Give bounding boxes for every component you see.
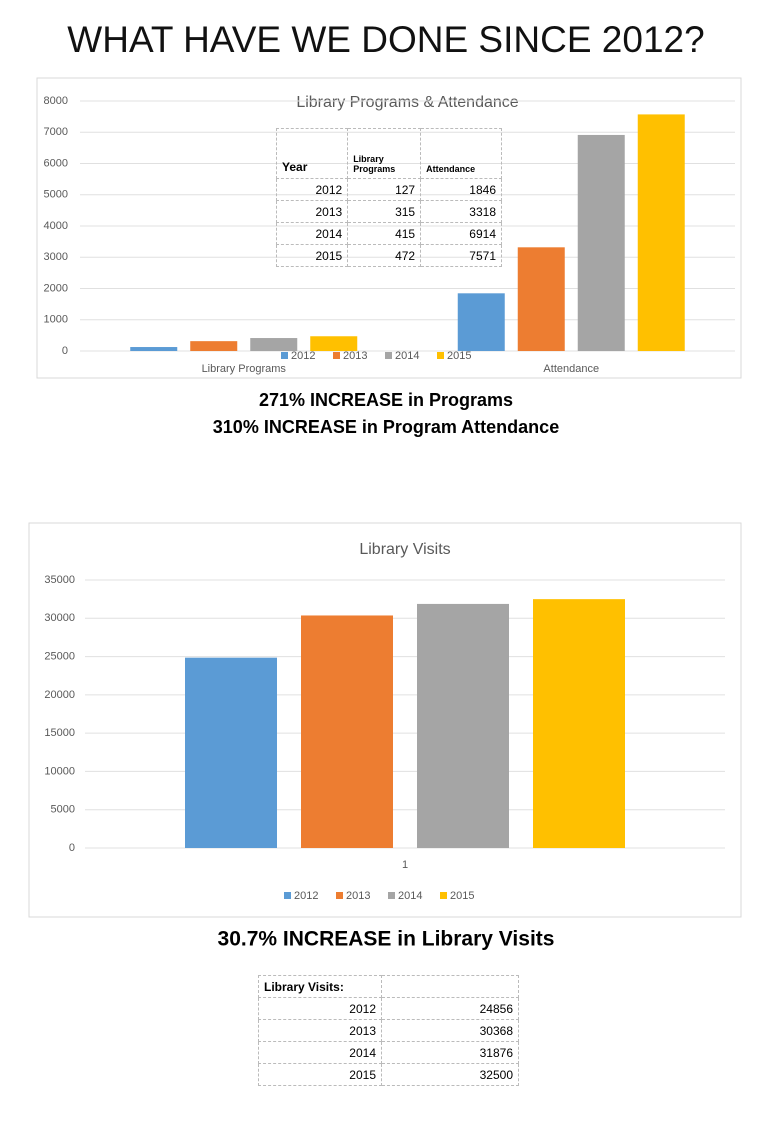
programs-table: Year Library Programs Attendance 2012 127 184…	[275, 128, 502, 267]
table-row: 2012 24856	[258, 997, 519, 1020]
table-cell: 3318	[420, 200, 502, 223]
legend-swatch	[440, 892, 447, 899]
table-cell: 2013	[258, 1019, 382, 1042]
bar	[417, 603, 509, 848]
chart-title: Library Programs & Attendance	[296, 94, 518, 111]
y-tick-label: 10000	[44, 765, 75, 777]
table-cell: 7571	[420, 244, 502, 267]
y-tick-label: 8000	[44, 95, 68, 107]
y-tick-label: 0	[69, 842, 75, 854]
table-cell	[381, 975, 519, 998]
legend-swatch	[437, 352, 444, 359]
table-cell: 6914	[420, 222, 502, 245]
table-cell: 32500	[381, 1063, 519, 1086]
table-cell: 30368	[381, 1019, 519, 1042]
y-tick-label: 6000	[44, 157, 68, 169]
table-row: 2014 415 6914	[275, 222, 502, 245]
y-tick-label: 35000	[44, 574, 75, 586]
table-row: 2012 127 1846	[275, 178, 502, 201]
bar	[457, 293, 505, 351]
y-tick-label: 25000	[44, 650, 75, 662]
y-tick-label: 7000	[44, 126, 68, 138]
table-cell: 472	[347, 244, 422, 267]
table-row: 2013 30368	[258, 1019, 519, 1042]
bar	[130, 347, 178, 351]
bar	[185, 657, 277, 848]
bar	[533, 599, 625, 848]
table-cell: 315	[347, 200, 422, 223]
table-cell: 2012	[258, 997, 382, 1020]
y-tick-label: 5000	[44, 189, 68, 201]
legend-label: 2015	[447, 350, 471, 362]
legend-label: 2014	[395, 350, 419, 362]
legend-swatch	[385, 352, 392, 359]
x-tick-label: 1	[402, 859, 408, 871]
bar	[190, 341, 238, 351]
bar	[301, 615, 393, 848]
table-row: Library Visits:	[258, 975, 519, 998]
table-cell: 2015	[258, 1063, 382, 1086]
table-cell: 2015	[275, 244, 349, 267]
table-row: 2015 472 7571	[275, 244, 502, 267]
caption: 30.7% INCREASE in Library Visits	[218, 928, 555, 951]
table-cell: Attendance	[420, 128, 502, 179]
table-cell: 415	[347, 222, 422, 245]
chart-title: Library Visits	[359, 541, 450, 558]
table-row: 2014 31876	[258, 1041, 519, 1064]
table-cell: 2012	[275, 178, 349, 201]
y-tick-label: 3000	[44, 251, 68, 263]
legend-label: 2012	[291, 350, 315, 362]
y-tick-label: 5000	[51, 804, 75, 816]
page-title: WHAT HAVE WE DONE SINCE 2012?	[67, 19, 704, 60]
legend-swatch	[388, 892, 395, 899]
bar	[637, 114, 685, 351]
legend-label: 2015	[450, 890, 474, 902]
table-cell: Year	[275, 128, 349, 179]
table-cell: Library Visits:	[258, 975, 382, 998]
y-tick-label: 2000	[44, 282, 68, 294]
legend-swatch	[281, 352, 288, 359]
table-cell: 127	[347, 178, 422, 201]
y-tick-label: 20000	[44, 689, 75, 701]
table-cell: 1846	[420, 178, 502, 201]
bar	[250, 338, 298, 351]
legend-label: 2012	[294, 890, 318, 902]
legend-swatch	[336, 892, 343, 899]
legend-label: 2013	[343, 350, 367, 362]
y-tick-label: 15000	[44, 727, 75, 739]
bar	[577, 134, 625, 351]
bar	[517, 247, 565, 351]
caption: 271% INCREASE in Programs	[259, 390, 513, 410]
legend-swatch	[333, 352, 340, 359]
x-tick-label: Attendance	[543, 363, 599, 375]
table-cell: 2013	[275, 200, 349, 223]
table-cell: 31876	[381, 1041, 519, 1064]
caption: 310% INCREASE in Program Attendance	[213, 417, 559, 437]
legend-swatch	[284, 892, 291, 899]
table-cell: Library Programs	[347, 128, 422, 179]
x-tick-label: Library Programs	[202, 363, 287, 375]
y-tick-label: 0	[62, 345, 68, 357]
visits-table: Library Visits: 2012 24856 2013 30368 2014 318…	[258, 975, 519, 1086]
legend-label: 2014	[398, 890, 422, 902]
table-row: 2013 315 3318	[275, 200, 502, 223]
y-tick-label: 1000	[44, 314, 68, 326]
table-cell: 2014	[275, 222, 349, 245]
table-cell: 2014	[258, 1041, 382, 1064]
table-cell: 24856	[381, 997, 519, 1020]
table-row: 2015 32500	[258, 1063, 519, 1086]
y-tick-label: 4000	[44, 220, 68, 232]
legend-label: 2013	[346, 890, 370, 902]
bar	[310, 336, 358, 351]
y-tick-label: 30000	[44, 612, 75, 624]
table-row: Year Library Programs Attendance	[275, 128, 502, 179]
